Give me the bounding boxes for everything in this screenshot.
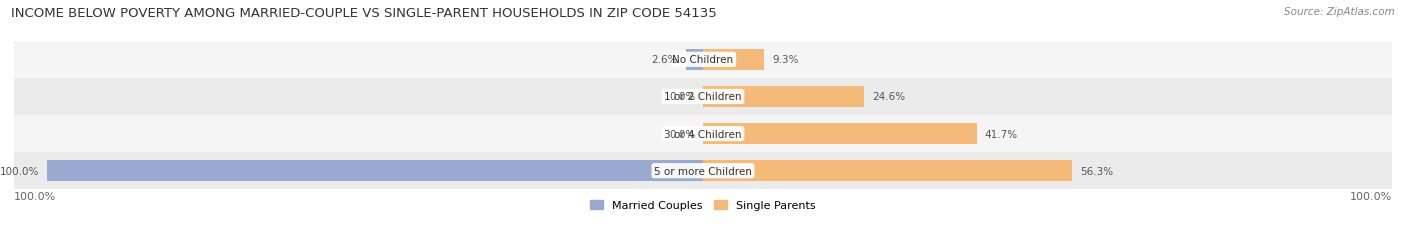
Bar (14, 42, 1392, 79)
Legend: Married Couples, Single Parents: Married Couples, Single Parents (591, 200, 815, 210)
Bar (703, 160, 1073, 182)
Text: 41.7%: 41.7% (984, 129, 1018, 139)
Bar (703, 86, 865, 108)
Bar (46, 160, 703, 182)
Bar (686, 49, 703, 71)
Text: 24.6%: 24.6% (872, 92, 905, 102)
Bar (14, 152, 1392, 189)
Text: 0.0%: 0.0% (669, 92, 695, 102)
Text: 0.0%: 0.0% (669, 129, 695, 139)
Text: 3 or 4 Children: 3 or 4 Children (664, 129, 742, 139)
Text: Source: ZipAtlas.com: Source: ZipAtlas.com (1284, 7, 1395, 17)
Text: 9.3%: 9.3% (772, 55, 799, 65)
Text: INCOME BELOW POVERTY AMONG MARRIED-COUPLE VS SINGLE-PARENT HOUSEHOLDS IN ZIP COD: INCOME BELOW POVERTY AMONG MARRIED-COUPL… (11, 7, 717, 20)
Text: 100.0%: 100.0% (1350, 191, 1392, 201)
Text: 100.0%: 100.0% (14, 191, 56, 201)
Text: 1 or 2 Children: 1 or 2 Children (664, 92, 742, 102)
Text: 5 or more Children: 5 or more Children (654, 166, 752, 176)
Bar (703, 49, 763, 71)
Bar (14, 116, 1392, 152)
Text: 56.3%: 56.3% (1080, 166, 1114, 176)
Bar (703, 123, 977, 145)
Text: 2.6%: 2.6% (651, 55, 678, 65)
Bar (14, 79, 1392, 116)
Text: No Children: No Children (672, 55, 734, 65)
Text: 100.0%: 100.0% (0, 166, 39, 176)
